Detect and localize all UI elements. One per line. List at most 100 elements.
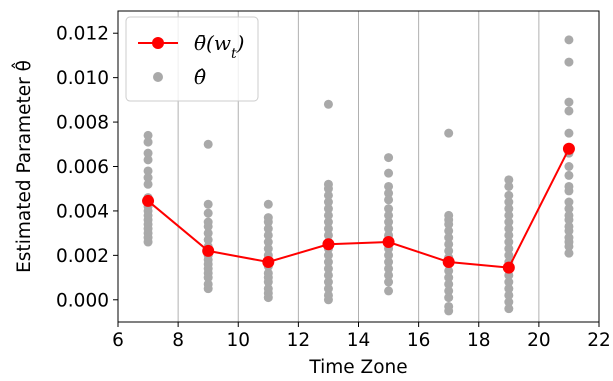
legend: θ̄(wt) θ̂	[125, 16, 259, 102]
scatter-point	[263, 230, 273, 240]
scatter-point	[203, 284, 213, 294]
scatter-point	[504, 297, 514, 307]
mean-point	[322, 238, 335, 251]
scatter-point	[444, 239, 454, 249]
scatter-point	[323, 217, 333, 227]
scatter-point	[143, 155, 153, 165]
mean-point	[262, 256, 275, 269]
legend-label-mean-sub: t	[231, 46, 237, 62]
scatter-point	[504, 190, 514, 200]
scatter-point	[203, 235, 213, 245]
scatter-point	[564, 35, 574, 45]
y-tick-label: 0.006	[56, 157, 109, 178]
scatter-point	[504, 250, 514, 260]
scatter-point	[263, 224, 273, 234]
mean-point	[442, 256, 455, 269]
y-tick-label: 0.010	[56, 68, 109, 89]
scatter-point	[504, 181, 514, 191]
scatter-point	[444, 226, 454, 236]
scatter-point	[323, 197, 333, 207]
scatter-point	[564, 197, 574, 207]
scatter-point	[323, 257, 333, 267]
y-tick-label: 0.002	[56, 246, 109, 267]
line-series	[142, 142, 575, 274]
y-tick-label: 0.000	[56, 290, 109, 311]
mean-point	[502, 261, 515, 274]
legend-label-estimate: θ̂	[194, 65, 206, 89]
scatter-point	[203, 221, 213, 231]
scatter-point	[203, 199, 213, 209]
scatter-point	[263, 217, 273, 227]
mean-point	[202, 244, 215, 257]
scatter-point	[504, 277, 514, 287]
x-tick-label: 22	[587, 330, 611, 351]
scatter-point	[384, 257, 394, 267]
scatter-point	[384, 210, 394, 220]
scatter-point	[504, 217, 514, 227]
y-tick-label: 0.008	[56, 113, 109, 134]
scatter-point	[323, 284, 333, 294]
y-axis-ticks: 0.000 0.002 0.004 0.006 0.008 0.010 0.012	[56, 24, 118, 311]
scatter-point	[143, 173, 153, 183]
scatter-point	[564, 241, 574, 251]
scatter-point	[384, 217, 394, 227]
scatter-point	[384, 277, 394, 287]
scatter-point	[203, 273, 213, 283]
scatter-point	[323, 277, 333, 287]
scatter-point	[504, 204, 514, 214]
mean-point	[142, 194, 155, 207]
scatter-point	[384, 286, 394, 296]
mean-line	[147, 148, 570, 269]
x-tick-label: 16	[407, 330, 431, 351]
scatter-point	[504, 290, 514, 300]
scatter-point	[323, 295, 333, 305]
scatter-point	[323, 99, 333, 109]
y-tick-label: 0.004	[56, 201, 109, 222]
scatter-point	[504, 230, 514, 240]
scatter-point	[504, 224, 514, 234]
scatter-point	[564, 162, 574, 171]
x-tick-label: 10	[226, 330, 250, 351]
scatter-point	[323, 270, 333, 280]
legend-line-marker	[152, 37, 164, 49]
scatter-point	[323, 204, 333, 214]
scatter-point	[384, 224, 394, 234]
scatter-point	[444, 233, 454, 243]
scatter-point	[564, 248, 574, 258]
mean-point	[382, 236, 395, 249]
scatter-point	[384, 168, 394, 178]
legend-scatter-marker	[153, 72, 163, 82]
scatter-point	[263, 244, 273, 254]
scatter-point	[143, 237, 153, 247]
scatter-point	[323, 190, 333, 200]
scatter-point	[323, 230, 333, 240]
scatter-point	[323, 184, 333, 194]
scatter-point	[384, 195, 394, 205]
scatter-point	[444, 279, 454, 289]
scatter-point	[143, 137, 153, 147]
scatter-point	[384, 153, 394, 163]
scatter-point	[263, 237, 273, 247]
scatter-point	[444, 273, 454, 283]
scatter-point	[564, 226, 574, 236]
scatter-point	[504, 244, 514, 254]
legend-label-mean-tail: )	[236, 31, 245, 55]
scatter-point	[384, 250, 394, 260]
scatter-point	[263, 199, 273, 209]
scatter-point	[143, 166, 153, 176]
x-tick-label: 18	[467, 330, 491, 351]
scatter-point	[564, 215, 574, 225]
x-tick-label: 14	[347, 330, 371, 351]
scatter-point	[444, 286, 454, 296]
scatter-point	[203, 208, 213, 218]
legend-label-mean-main: θ̄(w	[194, 31, 231, 55]
scatter-point	[143, 179, 153, 189]
scatter-point	[323, 264, 333, 274]
scatter-point	[384, 264, 394, 274]
scatter-point	[263, 277, 273, 287]
scatter-point	[564, 57, 574, 67]
scatter-point	[384, 188, 394, 198]
scatter-point	[504, 175, 514, 185]
scatter-point	[444, 246, 454, 256]
